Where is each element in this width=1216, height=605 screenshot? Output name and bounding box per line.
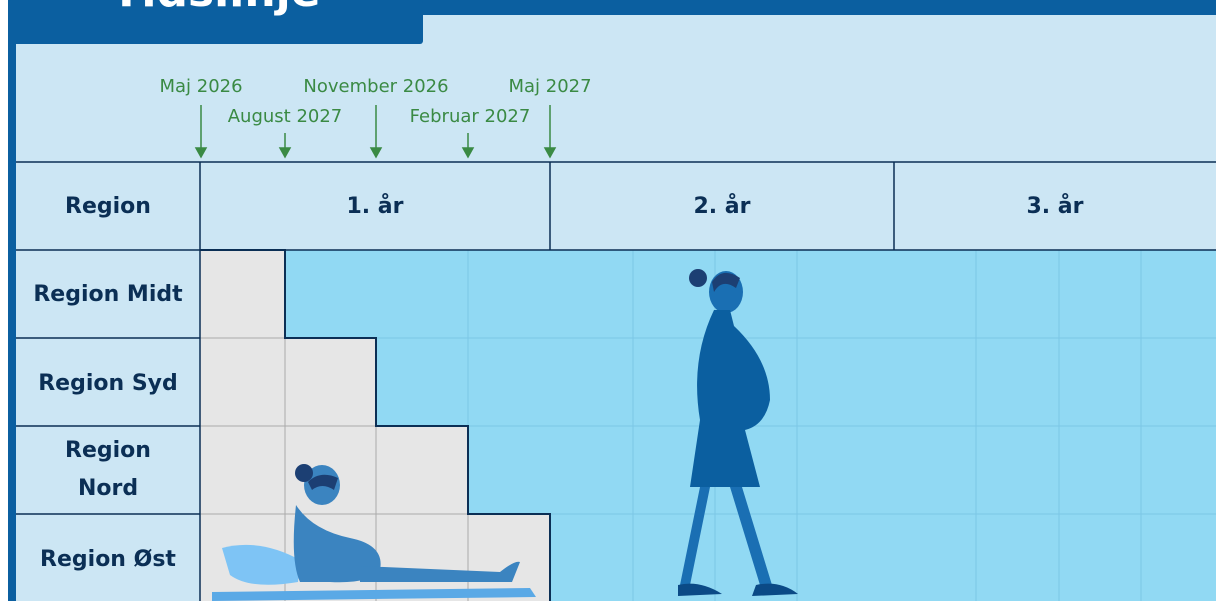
milestone-label: Maj 2026: [159, 76, 242, 97]
milestone-label: August 2027: [228, 106, 343, 127]
column-header: 3. år: [1026, 193, 1083, 219]
milestone-label: Maj 2027: [508, 76, 591, 97]
pending-cell: [200, 250, 285, 338]
title: Tidslinje: [111, 0, 320, 17]
column-header: 2. år: [693, 193, 750, 219]
row-label-wrap: Region Nord: [16, 430, 200, 510]
row-label: Region Øst: [40, 547, 176, 572]
row-label: Region Midt: [33, 282, 183, 307]
row-label: Region Nord: [53, 430, 163, 510]
milestone-label: November 2026: [303, 76, 448, 97]
pending-cell: [200, 338, 376, 426]
column-header: 1. år: [346, 193, 403, 219]
pending-cell: [200, 426, 468, 514]
row-label: Region Syd: [38, 371, 178, 396]
milestone-label: Februar 2027: [410, 106, 531, 127]
column-header: Region: [65, 194, 151, 219]
page: Tidslinje Maj 2026 August 2027 November …: [0, 0, 1216, 601]
